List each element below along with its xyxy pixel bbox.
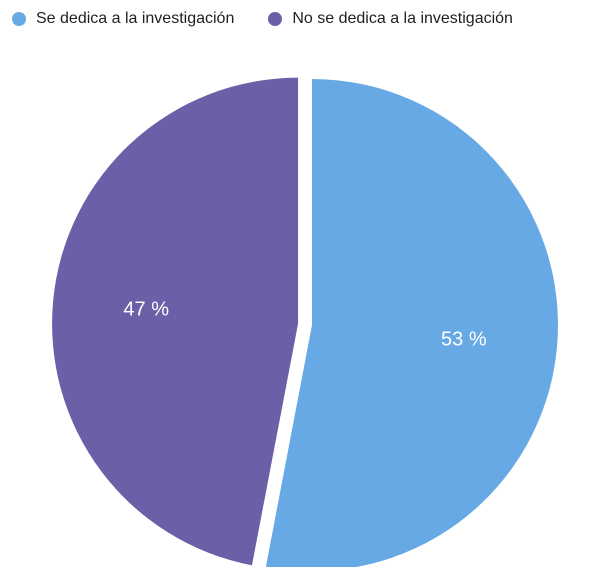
chart-legend: Se dedica a la investigación No se dedic… <box>12 9 513 29</box>
legend-marker-investiga <box>12 12 26 26</box>
legend-item-no-investiga[interactable]: No se dedica a la investigación <box>268 9 513 29</box>
legend-label-no-investiga: No se dedica a la investigación <box>292 10 513 27</box>
legend-item-investiga[interactable]: Se dedica a la investigación <box>12 9 234 29</box>
pie-slice-label-no-investiga: 47 % <box>123 298 169 320</box>
legend-label-investiga: Se dedica a la investigación <box>36 10 235 27</box>
pie-slice-label-investiga: 53 % <box>441 328 487 350</box>
pie-slice-no-investiga[interactable] <box>52 77 299 566</box>
pie-slice-investiga[interactable] <box>265 79 558 567</box>
legend-marker-no-investiga <box>268 12 283 26</box>
